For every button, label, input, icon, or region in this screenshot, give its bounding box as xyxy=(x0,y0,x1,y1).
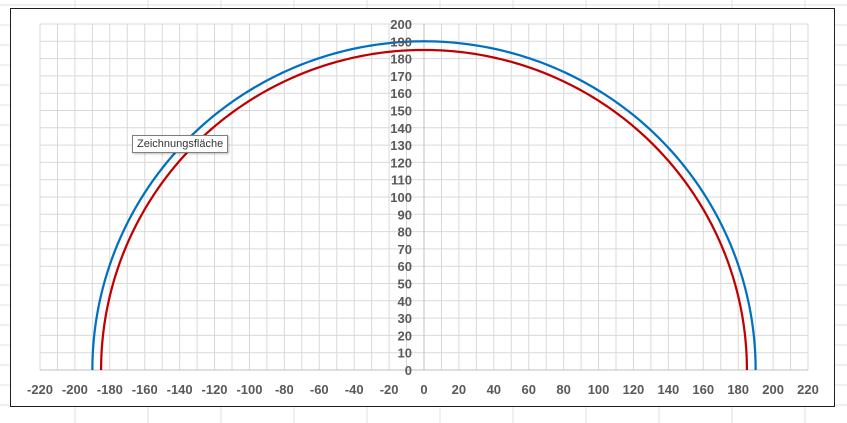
x-tick-label: 120 xyxy=(623,382,645,397)
y-tick-label: 80 xyxy=(398,225,412,240)
x-tick-label: -160 xyxy=(132,382,158,397)
y-tick-label: 140 xyxy=(390,121,412,136)
y-tick-label: 160 xyxy=(390,86,412,101)
y-tick-label: 60 xyxy=(398,259,412,274)
y-tick-label: 10 xyxy=(398,346,412,361)
y-tick-label: 30 xyxy=(398,311,412,326)
series-line-1[interactable] xyxy=(91,40,757,371)
y-tick-label: 150 xyxy=(390,104,412,119)
y-axis-tick-labels: 0 10 20 30 40 50 60 70 80 90 100 110 120 130 140 150 160… xyxy=(390,17,412,378)
y-tick-label: 180 xyxy=(390,52,412,67)
y-tick-label: 50 xyxy=(398,277,412,292)
plot-area-tooltip: Zeichnungsfläche xyxy=(132,135,229,153)
x-tick-label: 60 xyxy=(521,382,535,397)
y-tick-label: 20 xyxy=(398,328,412,343)
x-tick-label: -80 xyxy=(275,382,294,397)
y-tick-label: 130 xyxy=(390,138,412,153)
x-tick-label: 100 xyxy=(588,382,610,397)
y-tick-label: 120 xyxy=(390,155,412,170)
x-tick-label: -60 xyxy=(310,382,329,397)
x-tick-label: 80 xyxy=(556,382,570,397)
series-line-2[interactable] xyxy=(99,48,749,371)
x-tick-label: 0 xyxy=(420,382,427,397)
plot-area[interactable]: -220 -200 -180 -160 -140 -120 -100 -80 -60 -40 -20… xyxy=(11,9,836,408)
x-tick-label: -140 xyxy=(167,382,193,397)
x-tick-label: 40 xyxy=(487,382,501,397)
x-tick-label: -200 xyxy=(62,382,88,397)
x-tick-label: -120 xyxy=(202,382,228,397)
x-tick-label: 160 xyxy=(692,382,714,397)
x-tick-label: 180 xyxy=(727,382,749,397)
x-tick-label: 200 xyxy=(762,382,784,397)
y-tick-label: 70 xyxy=(398,242,412,257)
x-tick-label: -220 xyxy=(27,382,53,397)
x-tick-label: -20 xyxy=(380,382,399,397)
chart-area[interactable]: -220 -200 -180 -160 -140 -120 -100 -80 -60 -40 -20… xyxy=(10,8,835,407)
y-tick-label: 100 xyxy=(390,190,412,205)
x-tick-label: -100 xyxy=(236,382,262,397)
x-tick-label: 20 xyxy=(452,382,466,397)
y-tick-label: 170 xyxy=(390,69,412,84)
x-tick-label: -40 xyxy=(345,382,364,397)
y-tick-label: 90 xyxy=(398,207,412,222)
x-tick-label: -180 xyxy=(97,382,123,397)
axes xyxy=(40,24,808,371)
x-tick-label: 140 xyxy=(658,382,680,397)
y-tick-label: 40 xyxy=(398,294,412,309)
y-tick-label: 110 xyxy=(391,173,412,188)
y-tick-label: 190 xyxy=(390,34,412,49)
x-axis-tick-labels: -220 -200 -180 -160 -140 -120 -100 -80 -60 -40 -20… xyxy=(27,382,819,397)
y-tick-label: 200 xyxy=(390,17,412,32)
x-tick-label: 220 xyxy=(797,382,819,397)
y-tick-label: 0 xyxy=(405,363,412,378)
series[interactable] xyxy=(91,40,757,371)
